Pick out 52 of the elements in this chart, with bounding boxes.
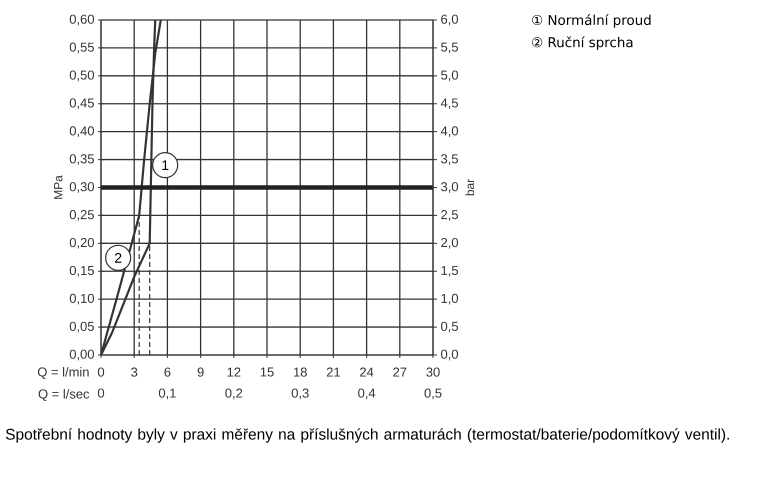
y-tick-label: 0,15 (70, 266, 94, 277)
y-tick-label: 0,40 (70, 126, 94, 137)
y-tick-label: 0,05 (70, 322, 94, 332)
x2-tick-label: 0,1 (158, 388, 176, 400)
y-tick-label: 0,30 (70, 182, 94, 193)
y2-tick-label: 0,0 (441, 350, 458, 360)
x-tick-label: 24 (360, 368, 374, 377)
annotation: 1 (162, 160, 168, 170)
x2-tick-label: 0,4 (358, 388, 376, 400)
y-tick-label: 0,45 (70, 98, 94, 110)
y2-tick-label: 1,5 (442, 266, 458, 277)
annotation: 2 (114, 252, 122, 263)
y2-tick-label: 4,5 (440, 98, 458, 110)
text: Spotřební hodnoty byly v praxi měřeny na příslušných armaturách (termostat/baterie/podomítkový ventil). (6, 428, 729, 443)
y-tick-label: 0,20 (70, 238, 94, 249)
y-tick-label: 0,35 (70, 154, 94, 165)
x-tick-label: 6 (164, 368, 170, 377)
y-tick-label: 0,00 (70, 350, 94, 360)
y-tick-label: 0,10 (70, 294, 94, 304)
y2-tick-label: 4,0 (440, 126, 458, 137)
y2-tick-label: 1,0 (442, 294, 458, 304)
y-tick-label: 0,60 (70, 14, 94, 26)
y2-tick-label: 5,5 (441, 42, 458, 54)
y2-tick-label: 6,0 (441, 14, 458, 26)
x-tick-label: 21 (326, 368, 340, 377)
y-tick-label: 0,25 (70, 210, 94, 221)
y2-tick-label: 5,0 (441, 70, 458, 82)
x-axis-title: Q = l/min (38, 367, 89, 379)
x2-tick-label: 0 (98, 388, 104, 398)
y2-tick-label: 2,0 (441, 238, 458, 249)
y-tick-label: 0,55 (70, 42, 94, 54)
x-tick-label: 9 (198, 368, 204, 377)
x-tick-label: 3 (131, 368, 138, 377)
text: ① Normální proud (532, 14, 651, 28)
text: ② Ruční sprcha (532, 36, 632, 50)
x-tick-label: 18 (294, 368, 307, 377)
x-tick-label: 12 (228, 368, 240, 377)
y2-axis-title: bar (465, 179, 474, 196)
x2-axis-title: Q = l/sec (38, 389, 90, 401)
x-tick-label: 27 (393, 368, 406, 377)
x2-tick-label: 0,2 (225, 388, 242, 400)
y-tick-label: 0,50 (70, 70, 94, 82)
x-tick-label: 30 (426, 368, 440, 377)
x2-tick-label: 0,5 (424, 388, 442, 400)
y2-tick-label: 3,0 (441, 182, 458, 193)
y2-tick-label: 0,5 (441, 322, 458, 332)
y2-tick-label: 2,5 (441, 210, 458, 221)
x-tick-label: 15 (260, 368, 274, 377)
x-tick-label: 0 (98, 368, 104, 377)
y2-tick-label: 3,5 (441, 154, 458, 165)
x2-tick-label: 0,3 (292, 388, 309, 400)
y-axis-title: MPa (54, 175, 62, 199)
